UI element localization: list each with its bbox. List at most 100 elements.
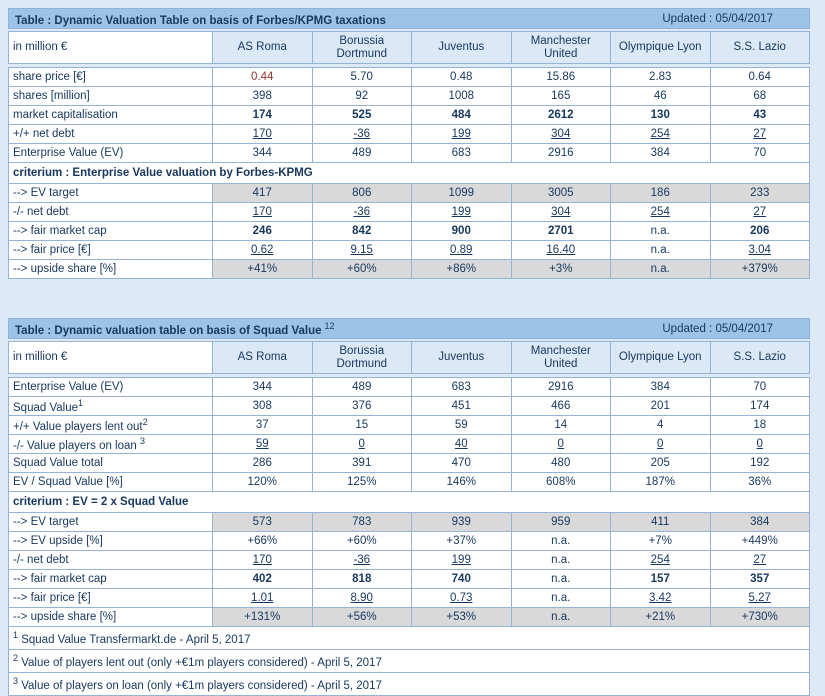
value-cell: 254 <box>610 550 711 570</box>
table-title-text: Table : Dynamic valuation table on basis… <box>15 324 322 337</box>
value-cell: 402 <box>212 569 313 589</box>
row-label: -/- net debt <box>8 550 213 570</box>
table-row: --> EV upside [%] +66% +60% +37% n.a. +7% +449… <box>8 531 810 551</box>
footnote-reference: 1 <box>78 398 84 409</box>
value-cell: 2916 <box>510 377 611 397</box>
row-label: --> fair market cap <box>8 569 213 589</box>
value-cell: n.a. <box>610 221 711 241</box>
column-header-cell: Manchester United <box>510 341 611 374</box>
value-cell: 0.89 <box>411 240 512 260</box>
value-cell: 36% <box>709 472 810 492</box>
table-row: EV / Squad Value [%] 120% 125% 146% 608% 187%… <box>8 472 810 492</box>
table-row: Enterprise Value (EV) 344 489 683 2916 384 70 <box>8 377 810 397</box>
value-cell: 0.44 <box>212 67 313 87</box>
row-label: +/+ net debt <box>8 124 213 144</box>
value-cell: 806 <box>311 183 412 203</box>
column-header-table: in million € AS Roma Borussia Dortmund Juv… <box>8 31 810 64</box>
value-cell: 146% <box>411 472 512 492</box>
criterium-section-label: criterium : Enterprise Value valuation b… <box>8 162 810 184</box>
table-row: Enterprise Value (EV) 344 489 683 2916 384 70 <box>8 143 810 163</box>
value-cell: 8.90 <box>311 588 412 608</box>
table-row: --> EV target 417 806 1099 3005 186 233 <box>8 183 810 203</box>
footnote-text: 3 Value of players on loan (only +€1m pl… <box>8 672 810 696</box>
value-cell: 70 <box>709 143 810 163</box>
value-cell: 308 <box>212 396 313 416</box>
value-cell: n.a. <box>510 569 611 589</box>
row-label: --> EV target <box>8 512 213 532</box>
value-cell: 411 <box>610 512 711 532</box>
valuation-body-table: share price [€] 0.44 5.70 0.48 15.86 2.83 0.64… <box>8 67 810 279</box>
row-label: Squad Value1 <box>8 396 213 416</box>
table-row: share price [€] 0.44 5.70 0.48 15.86 2.83 0.64 <box>8 67 810 87</box>
value-cell: 384 <box>610 143 711 163</box>
row-label: --> fair price [€] <box>8 240 213 260</box>
value-cell: 43 <box>709 105 810 125</box>
value-cell: 192 <box>709 453 810 473</box>
value-cell: 376 <box>311 396 412 416</box>
value-cell: 0 <box>709 434 810 454</box>
column-header-cell: Juventus <box>411 341 512 374</box>
value-cell: n.a. <box>610 259 711 279</box>
valuation-body-table: Enterprise Value (EV) 344 489 683 2916 384 70 S… <box>8 377 810 696</box>
value-cell: 170 <box>212 550 313 570</box>
value-cell: +86% <box>411 259 512 279</box>
value-cell: 165 <box>510 86 611 106</box>
value-cell: 286 <box>212 453 313 473</box>
value-cell: 391 <box>311 453 412 473</box>
value-cell: 959 <box>510 512 611 532</box>
column-header-row: in million € AS Roma Borussia Dortmund Juv… <box>8 341 810 374</box>
value-cell: 783 <box>311 512 412 532</box>
value-cell: 384 <box>709 512 810 532</box>
row-label: EV / Squad Value [%] <box>8 472 213 492</box>
value-cell: 3.04 <box>709 240 810 260</box>
value-cell: 525 <box>311 105 412 125</box>
value-cell: 466 <box>510 396 611 416</box>
value-cell: 9.15 <box>311 240 412 260</box>
value-cell: 484 <box>411 105 512 125</box>
squad-value-valuation-table: Table : Dynamic valuation table on basis… <box>8 318 810 696</box>
column-header-cell: Borussia Dortmund <box>311 31 412 64</box>
value-cell: 0 <box>510 434 611 454</box>
value-cell: 489 <box>311 377 412 397</box>
value-cell: 357 <box>709 569 810 589</box>
updated-date-label: Updated : 05/04/2017 <box>662 12 773 25</box>
table-row: -/- Value players on loan 3 59 0 40 0 0 0 <box>8 434 810 454</box>
table-title: Table : Dynamic Valuation Table on basis… <box>15 11 389 27</box>
value-cell: +60% <box>311 531 412 551</box>
value-cell: +131% <box>212 607 313 627</box>
row-label: shares [million] <box>8 86 213 106</box>
table-title-text: Table : Dynamic Valuation Table on basis… <box>15 14 386 27</box>
value-cell: 4 <box>610 415 711 435</box>
row-label: share price [€] <box>8 67 213 87</box>
value-cell: +66% <box>212 531 313 551</box>
value-cell: 125% <box>311 472 412 492</box>
column-header-cell: AS Roma <box>212 31 313 64</box>
value-cell: 40 <box>411 434 512 454</box>
table-title-bar: Table : Dynamic valuation table on basis… <box>8 318 810 339</box>
value-cell: 59 <box>411 415 512 435</box>
row-label: -/- Value players on loan 3 <box>8 434 213 454</box>
value-cell: 68 <box>709 86 810 106</box>
value-cell: +379% <box>709 259 810 279</box>
value-cell: 174 <box>709 396 810 416</box>
value-cell: +60% <box>311 259 412 279</box>
value-cell: 18 <box>709 415 810 435</box>
value-cell: +21% <box>610 607 711 627</box>
table-row: --> fair price [€] 0.62 9.15 0.89 16.40 n.a. 3… <box>8 240 810 260</box>
unit-label: in million € <box>8 341 213 374</box>
criterium-section-label: criterium : EV = 2 x Squad Value <box>8 491 810 513</box>
value-cell: 470 <box>411 453 512 473</box>
value-cell: 344 <box>212 377 313 397</box>
value-cell: 70 <box>709 377 810 397</box>
value-cell: 187% <box>610 472 711 492</box>
footnote-text: 1 Squad Value Transfermarkt.de - April 5… <box>8 626 810 650</box>
value-cell: 2.83 <box>610 67 711 87</box>
value-cell: 15 <box>311 415 412 435</box>
value-cell: 2612 <box>510 105 611 125</box>
value-cell: 384 <box>610 377 711 397</box>
row-label: Squad Value total <box>8 453 213 473</box>
value-cell: 16.40 <box>510 240 611 260</box>
value-cell: 37 <box>212 415 313 435</box>
table-row: --> EV target 573 783 939 959 411 384 <box>8 512 810 532</box>
value-cell: -36 <box>311 124 412 144</box>
